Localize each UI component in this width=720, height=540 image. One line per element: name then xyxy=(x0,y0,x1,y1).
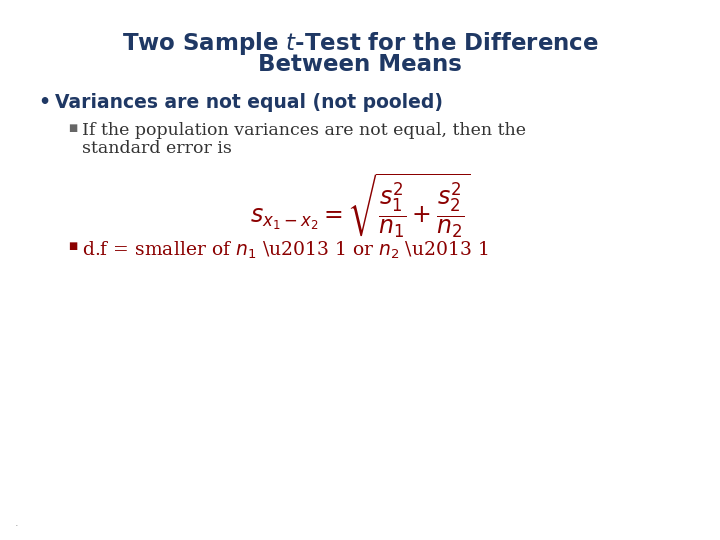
Text: Between Means: Between Means xyxy=(258,53,462,76)
Text: ■: ■ xyxy=(68,123,77,133)
Text: •: • xyxy=(38,93,50,112)
Text: If the population variances are not equal, then the: If the population variances are not equa… xyxy=(82,122,526,139)
Text: standard error is: standard error is xyxy=(82,140,232,157)
Text: Two Sample $\mathit{t}$-Test for the Difference: Two Sample $\mathit{t}$-Test for the Dif… xyxy=(122,30,598,57)
Text: .: . xyxy=(15,518,19,528)
Text: Variances are not equal (not pooled): Variances are not equal (not pooled) xyxy=(55,93,443,112)
Text: $s_{x_{\mathit{1}}-x_{\mathit{2}}} = \sqrt{\dfrac{s_1^2}{n_1} + \dfrac{s_2^2}{n_: $s_{x_{\mathit{1}}-x_{\mathit{2}}} = \sq… xyxy=(250,172,470,240)
Text: d.f = smaller of $n_1$ \u2013 1 or $n_2$ \u2013 1: d.f = smaller of $n_1$ \u2013 1 or $n_2$… xyxy=(82,240,488,261)
Text: ■: ■ xyxy=(68,241,77,251)
